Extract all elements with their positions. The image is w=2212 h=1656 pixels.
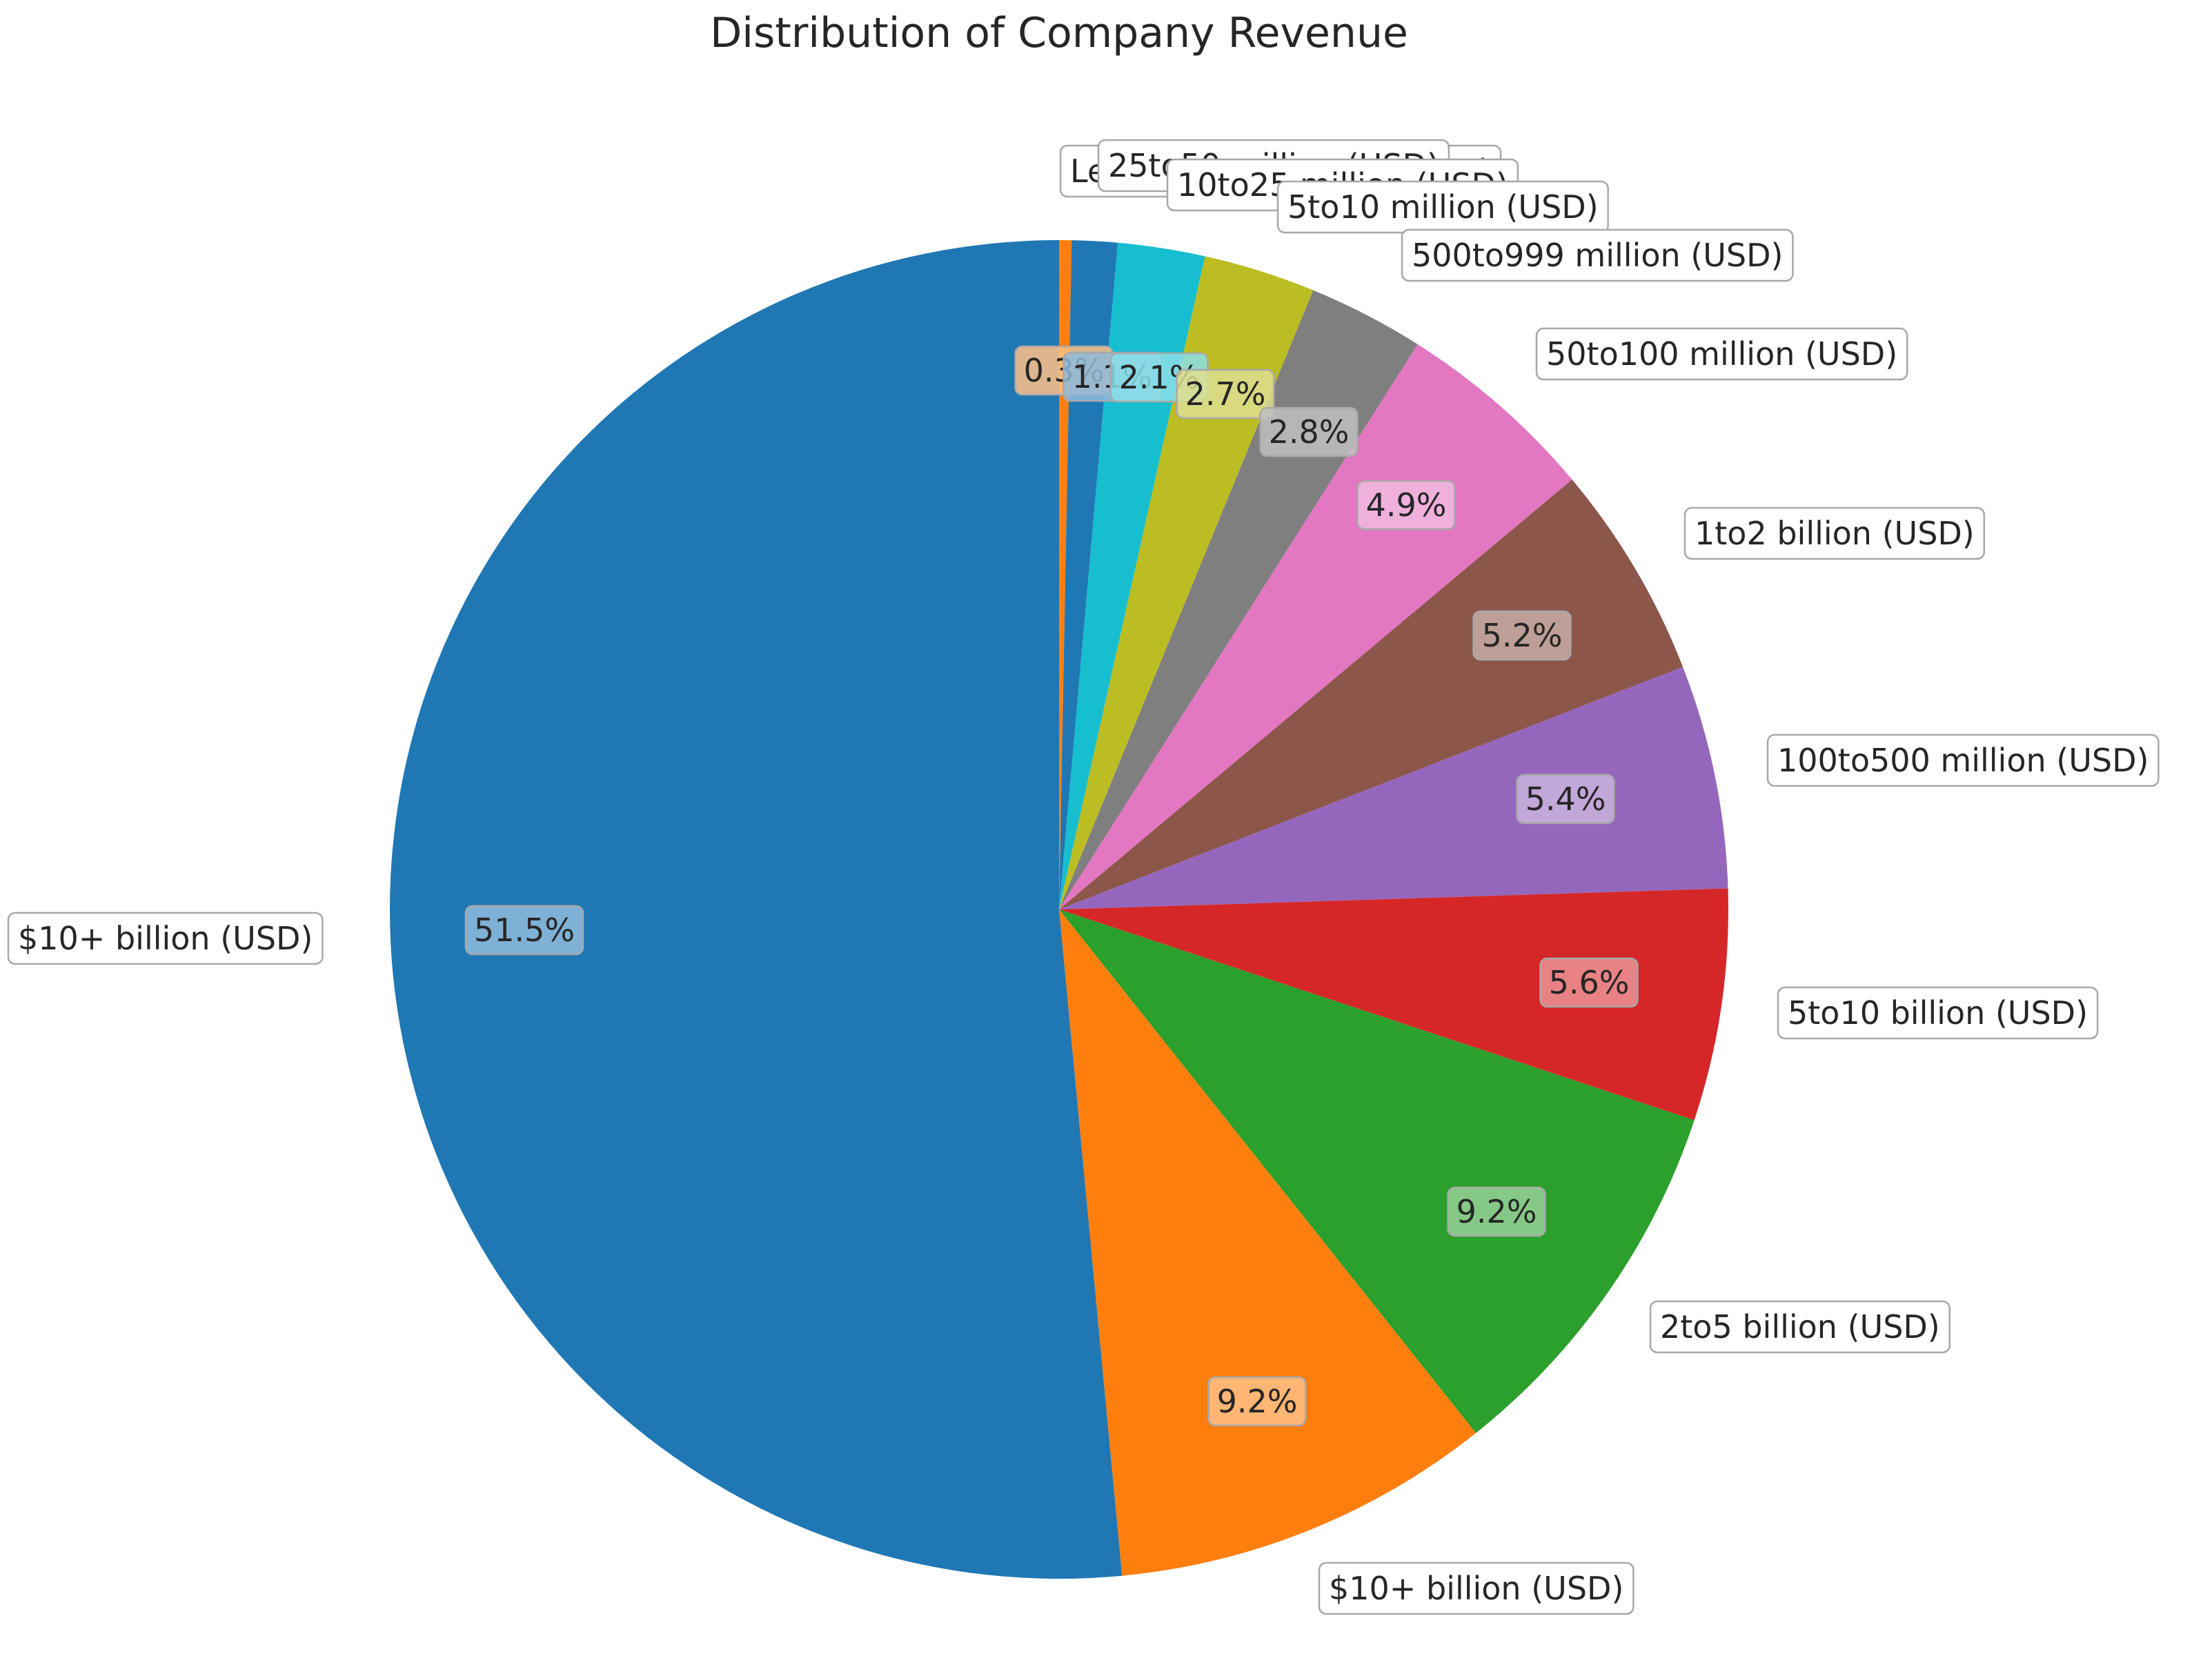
slice-label-box <box>1777 986 2099 1040</box>
slice-label-6: 1to2 billion (USD) <box>1683 506 1986 560</box>
slice-label-box <box>1649 1300 1951 1354</box>
slice-label-4: 500to999 million (USD) <box>1401 228 1794 282</box>
slice-label-box <box>7 911 324 965</box>
pct-label-text: 5.6% <box>1549 964 1630 1001</box>
percent-labels: 0.3%1.1%2.1%2.7%2.8%4.9%5.2%5.4%5.6%9.2%… <box>464 345 1639 1427</box>
pct-label-text: 9.2% <box>1456 1193 1537 1230</box>
pct-label-4: 2.8% <box>1259 406 1359 457</box>
pct-label-text: 4.9% <box>1366 486 1447 524</box>
pie-slice-less-than-1-million-usd-0 <box>1059 240 1072 909</box>
slice-label-box <box>1401 228 1794 282</box>
slice-label-7: 100to500 million (USD) <box>1766 733 2160 787</box>
slice-label-box <box>1683 506 1986 560</box>
slice-label-box <box>1535 327 1908 381</box>
pie-slice-10-billion-usd-10 <box>1059 909 1477 1576</box>
slice-label-text: 2to5 billion (USD) <box>1660 1308 1940 1346</box>
slice-label-box <box>1318 1561 1635 1615</box>
pct-label-box <box>1176 368 1275 420</box>
slice-label-text: 5to10 million (USD) <box>1287 188 1599 226</box>
pct-label-box <box>1447 1186 1546 1237</box>
slice-label-text: 5to10 billion (USD) <box>1788 994 2088 1032</box>
pie-slice-5to10-billion-usd-8 <box>1059 888 1728 1121</box>
pct-label-text: 51.5% <box>474 911 575 949</box>
slice-label-9: 2to5 billion (USD) <box>1649 1300 1951 1354</box>
slice-label-3: 5to10 million (USD) <box>1276 180 1609 234</box>
pct-label-text: 9.2% <box>1217 1383 1298 1420</box>
pct-label-box <box>464 905 584 956</box>
pct-label-box <box>1207 1376 1307 1427</box>
slice-label-text: 1to2 billion (USD) <box>1695 515 1975 552</box>
slice-label-text: 100to500 million (USD) <box>1777 742 2149 779</box>
pct-label-box <box>1259 406 1359 457</box>
pct-label-text: 5.4% <box>1525 780 1606 818</box>
slice-labels: Less than $1 million (USD)25to50 million… <box>7 139 2160 1615</box>
chart-title: Distribution of Company Revenue <box>710 9 1408 57</box>
pct-label-text: 2.7% <box>1185 375 1266 413</box>
pie-slice-10-billion-usd-11 <box>389 240 1123 1579</box>
slice-label-8: 5to10 billion (USD) <box>1777 986 2099 1040</box>
pct-label-text: 2.8% <box>1269 413 1350 451</box>
pct-label-box <box>1356 480 1456 531</box>
pct-label-10: 9.2% <box>1207 1376 1307 1427</box>
slice-label-text: 50to100 million (USD) <box>1546 335 1897 373</box>
slice-label-text: 500to999 million (USD) <box>1412 237 1783 274</box>
slice-label-5: 50to100 million (USD) <box>1535 327 1908 381</box>
pct-label-7: 5.4% <box>1516 773 1615 825</box>
slice-label-box <box>1766 733 2160 787</box>
slice-label-11: $10+ billion (USD) <box>7 911 324 965</box>
pct-label-8: 5.6% <box>1539 957 1639 1008</box>
pie-slice-25to50-million-usd-1 <box>1059 240 1118 909</box>
pct-label-3: 2.7% <box>1176 368 1275 420</box>
pie-slice-100to500-million-usd-7 <box>1059 667 1728 909</box>
pct-label-9: 9.2% <box>1447 1186 1546 1237</box>
pct-label-11: 51.5% <box>464 905 584 956</box>
pct-label-box <box>1472 610 1572 661</box>
pie-slices <box>389 240 1728 1579</box>
slice-label-text: $10+ billion (USD) <box>1329 1570 1623 1607</box>
pct-label-box <box>1539 957 1639 1008</box>
pie-slice-10to25-million-usd-2 <box>1059 242 1205 910</box>
pct-label-5: 4.9% <box>1356 480 1456 531</box>
pie-slice-1to2-billion-usd-6 <box>1059 480 1683 909</box>
pie-slice-2to5-billion-usd-9 <box>1059 909 1695 1433</box>
pie-slice-5to10-million-usd-3 <box>1059 256 1314 910</box>
slice-label-10: $10+ billion (USD) <box>1318 1561 1635 1615</box>
slice-label-text: $10+ billion (USD) <box>18 920 313 957</box>
pct-label-6: 5.2% <box>1472 610 1572 661</box>
pct-label-text: 5.2% <box>1482 617 1563 654</box>
pct-label-box <box>1516 773 1615 825</box>
